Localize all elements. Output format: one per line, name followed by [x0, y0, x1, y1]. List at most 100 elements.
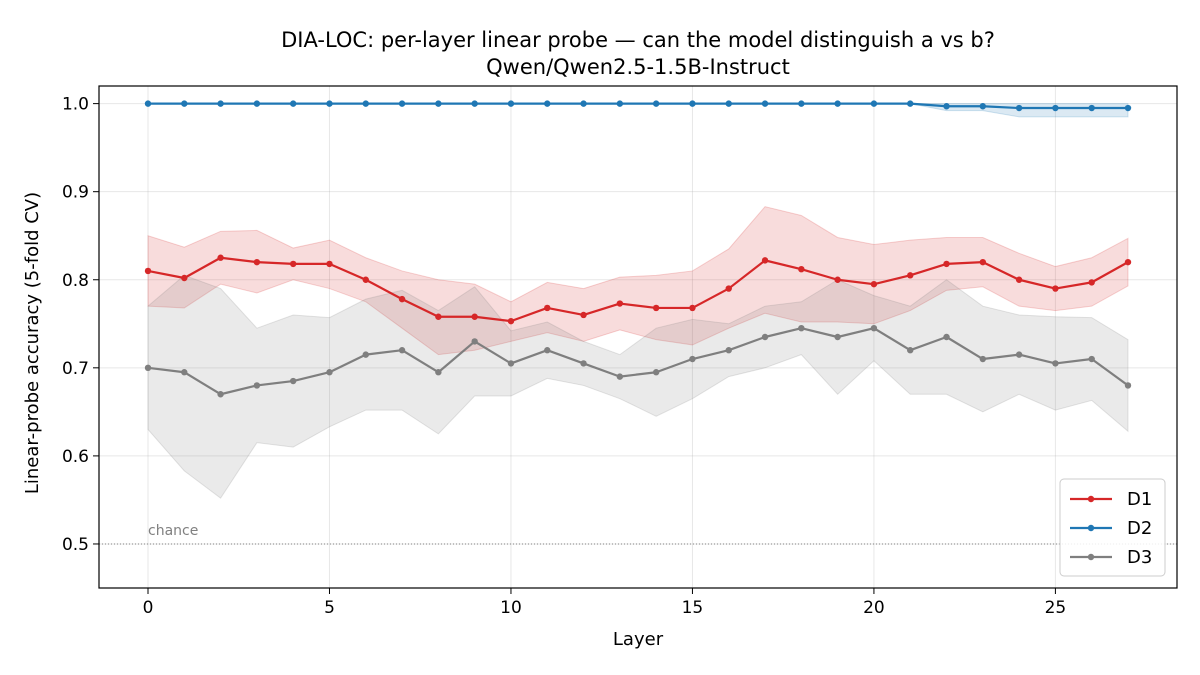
legend-label-d2: D2: [1127, 518, 1152, 539]
data-point-d3: [834, 333, 841, 341]
data-point-d3: [544, 347, 551, 354]
data-point-d2: [181, 100, 188, 107]
x-axis-label: Layer: [613, 629, 664, 650]
data-point-d1: [907, 272, 914, 279]
data-point-d1: [870, 280, 878, 288]
data-point-d2: [398, 100, 406, 107]
data-point-d3: [362, 351, 369, 358]
data-point-d1: [1052, 285, 1059, 292]
data-point-d2: [289, 100, 297, 107]
y-tick-label: 0.9: [62, 183, 89, 203]
series-band-d1: [147, 206, 1129, 356]
data-point-d3: [943, 333, 950, 341]
data-point-d2: [725, 100, 732, 107]
data-point-d2: [943, 103, 950, 110]
data-point-d1: [253, 258, 261, 266]
data-point-d3: [689, 355, 696, 363]
data-point-d2: [616, 100, 624, 107]
data-point-d2: [144, 100, 152, 107]
data-point-d3: [1052, 360, 1059, 367]
data-point-d3: [471, 338, 478, 345]
y-tick-label: 1.0: [62, 95, 89, 115]
data-point-d1: [761, 257, 769, 264]
data-point-d3: [435, 369, 442, 376]
data-point-d1: [217, 254, 224, 261]
legend-marker-d1: [1087, 495, 1095, 503]
data-point-d1: [979, 258, 987, 266]
data-point-d3: [870, 324, 878, 332]
data-point-d2: [907, 100, 914, 107]
data-point-d2: [761, 100, 769, 107]
data-point-d3: [398, 347, 406, 354]
data-point-d1: [471, 313, 478, 320]
data-point-d3: [652, 369, 660, 376]
data-point-d1: [652, 304, 660, 312]
data-point-d1: [181, 274, 188, 282]
data-point-d2: [362, 100, 369, 107]
data-point-d2: [471, 100, 478, 107]
data-point-d1: [616, 300, 624, 307]
data-point-d1: [580, 311, 587, 319]
data-point-d3: [507, 360, 515, 367]
data-point-d1: [362, 276, 369, 283]
data-point-d3: [289, 377, 297, 385]
data-point-d2: [798, 100, 805, 107]
series-band-d3: [147, 274, 1129, 499]
plot-area: chance 0 5 10 15 20 25 0.5 0.6 0.7 0.8 0.9 1.0 D1 D2 D3: [62, 85, 1178, 618]
y-tick-label: 0.8: [62, 271, 89, 291]
data-point-d2: [870, 100, 878, 107]
y-tick-label: 0.6: [62, 447, 89, 467]
y-tick-label: 0.7: [62, 359, 89, 379]
data-point-d3: [580, 360, 587, 367]
x-tick-label: 15: [682, 598, 704, 618]
legend-marker-d2: [1087, 524, 1095, 532]
x-tick-label: 0: [143, 598, 154, 618]
data-point-d1: [943, 260, 950, 268]
x-tick-label: 20: [863, 598, 885, 618]
series-line-d1: [147, 256, 1129, 323]
data-point-d2: [326, 100, 333, 107]
legend-label-d1: D1: [1127, 489, 1152, 510]
data-point-d2: [507, 100, 515, 107]
data-point-d3: [761, 333, 769, 341]
data-point-d1: [1124, 258, 1132, 266]
data-point-d2: [1088, 104, 1095, 112]
data-point-d3: [217, 391, 224, 398]
data-point-d3: [1015, 351, 1023, 358]
data-point-d2: [217, 100, 224, 107]
data-point-d2: [1124, 104, 1132, 112]
x-tick-label: 25: [1045, 598, 1067, 618]
legend-label-d3: D3: [1127, 547, 1152, 568]
data-point-d1: [398, 295, 406, 303]
data-point-d1: [289, 260, 297, 268]
data-point-d1: [507, 317, 515, 325]
data-point-d2: [652, 100, 660, 107]
data-point-d2: [253, 100, 261, 107]
data-point-d2: [834, 100, 841, 107]
data-point-d2: [1015, 104, 1023, 112]
data-point-d2: [1052, 104, 1059, 112]
data-point-d1: [834, 276, 841, 283]
data-point-d1: [798, 265, 805, 273]
data-point-d1: [144, 267, 152, 275]
data-point-d2: [979, 103, 987, 110]
y-axis-label: Linear-probe accuracy (5-fold CV): [22, 192, 43, 494]
data-point-d2: [580, 100, 587, 107]
chart-subtitle: Qwen/Qwen2.5-1.5B-Instruct: [486, 55, 790, 79]
data-point-d3: [1124, 382, 1132, 389]
chance-annotation: chance: [148, 523, 198, 539]
x-tick-label: 5: [324, 598, 335, 618]
data-point-d3: [253, 382, 261, 389]
data-point-d3: [798, 324, 805, 332]
data-point-d1: [1015, 276, 1023, 283]
chart-title: DIA-LOC: per-layer linear probe — can th…: [281, 28, 995, 52]
data-point-d3: [1088, 355, 1095, 363]
data-point-d3: [725, 347, 732, 354]
data-point-d1: [725, 285, 732, 292]
data-point-d3: [616, 373, 624, 380]
legend-marker-d3: [1087, 553, 1095, 561]
data-point-d1: [435, 313, 442, 320]
data-point-d1: [326, 260, 333, 268]
